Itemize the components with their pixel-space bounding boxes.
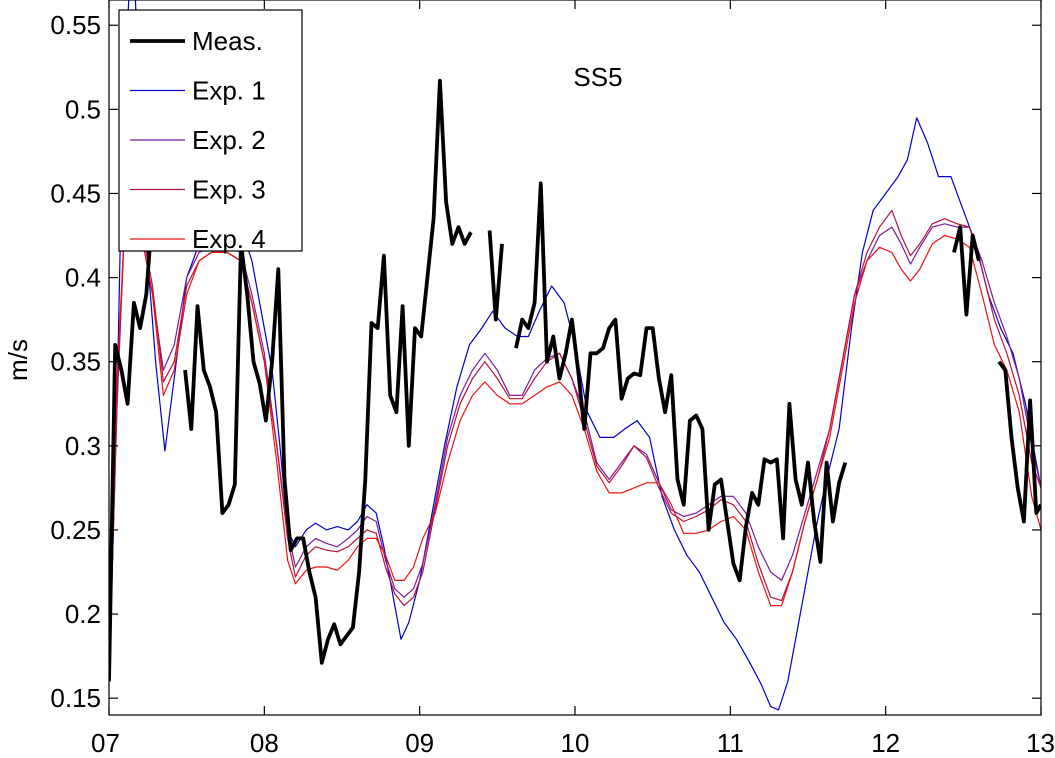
series-0-line-3 [514,181,848,583]
series-0-line-2 [487,230,504,322]
legend-label: Exp. 2 [192,125,266,155]
legend-box [118,9,303,252]
y-tick-label: 0.4 [65,263,101,293]
y-tick-label: 0.15 [50,683,101,713]
x-tick-label: 07 [91,728,120,758]
x-tick-label: 10 [561,728,590,758]
y-tick-label: 0.35 [50,347,101,377]
series-4 [109,201,1041,682]
y-tick-label: 0.5 [65,94,101,124]
x-tick-label: 12 [871,728,900,758]
series-4-line-0 [109,201,1041,682]
legend: Meas. Exp. 1 Exp. 2 Exp. 3 Exp. 4 [118,9,303,254]
axes-layer: 07 08 09 10 11 12 13 0.15 0.2 0.25 0.3 0.35 0.4 0.45 0… [50,0,1055,758]
series-layer [109,0,1041,711]
x-tick-label: 08 [250,728,279,758]
legend-label: Exp. 3 [192,175,266,205]
legend-label: Exp. 1 [192,76,266,106]
series-0-line-1 [183,78,473,665]
y-tick-label: 0.3 [65,431,101,461]
legend-label: Meas. [192,26,263,56]
y-tick-label: 0.2 [65,599,101,629]
y-tick-label: 0.45 [50,178,101,208]
series-2-line-0 [109,209,1041,682]
series-0-line-5 [997,360,1041,524]
y-tick-label: 0.25 [50,515,101,545]
legend-label: Exp. 4 [192,224,266,254]
y-axis-label: m/s [3,339,33,381]
series-2 [109,209,1041,682]
x-tick-label: 09 [405,728,434,758]
y-tick-label: 0.55 [50,10,101,40]
chart-title: SS5 [573,62,622,92]
x-tick-label: 13 [1026,728,1055,758]
series-0-line-4 [952,225,981,317]
x-tick-label: 11 [717,728,744,758]
